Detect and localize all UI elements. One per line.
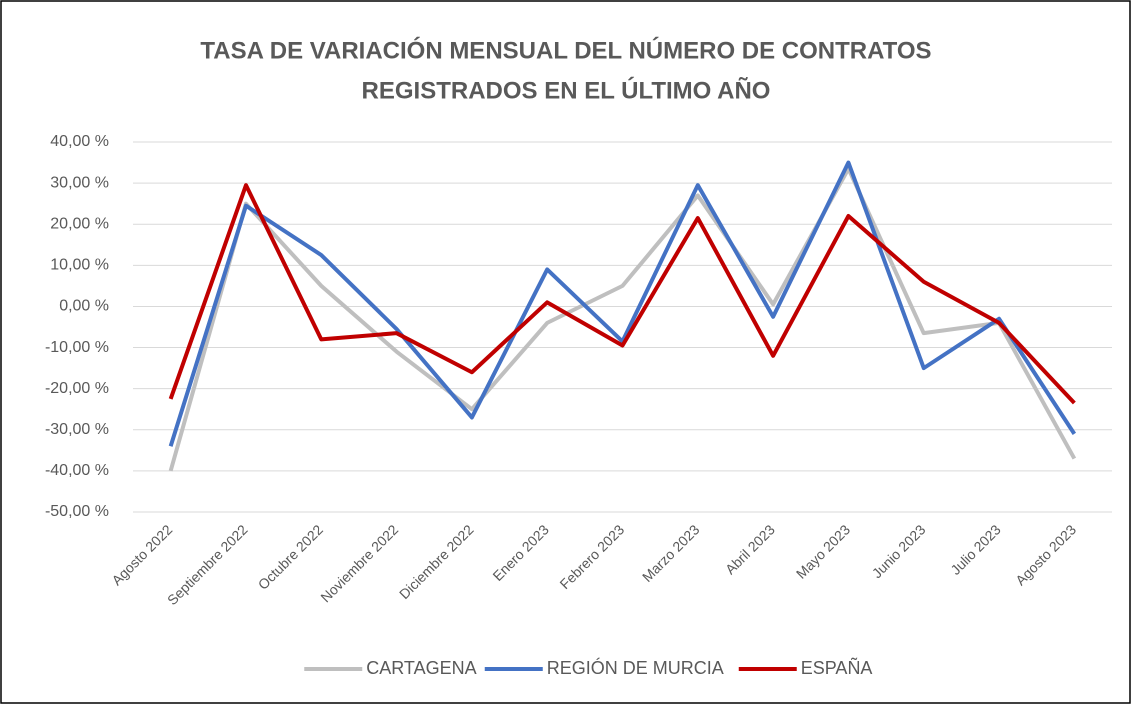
y-tick-label: 20,00 % — [50, 215, 109, 232]
y-tick-label: 40,00 % — [50, 133, 109, 150]
y-tick-label: 10,00 % — [50, 257, 109, 274]
y-tick-label: -10,00 % — [45, 339, 109, 356]
chart-title: REGISTRADOS EN EL ÚLTIMO AÑO — [362, 76, 771, 104]
series-line — [168, 166, 1077, 472]
legend-label: REGIÓN DE MURCIA — [547, 657, 724, 678]
y-tick-label: -20,00 % — [45, 380, 109, 397]
legend-label: CARTAGENA — [366, 658, 476, 678]
y-tick-label: -50,00 % — [45, 503, 109, 520]
chart-title: TASA DE VARIACIÓN MENSUAL DEL NÚMERO DE … — [200, 36, 931, 64]
series-line — [168, 160, 1077, 447]
legend-label: ESPAÑA — [801, 657, 873, 678]
y-tick-label: -30,00 % — [45, 421, 109, 438]
y-tick-label: 0,00 % — [59, 298, 109, 315]
y-tick-label: -40,00 % — [45, 462, 109, 479]
series-line — [168, 183, 1076, 405]
y-tick-label: 30,00 % — [50, 174, 109, 191]
